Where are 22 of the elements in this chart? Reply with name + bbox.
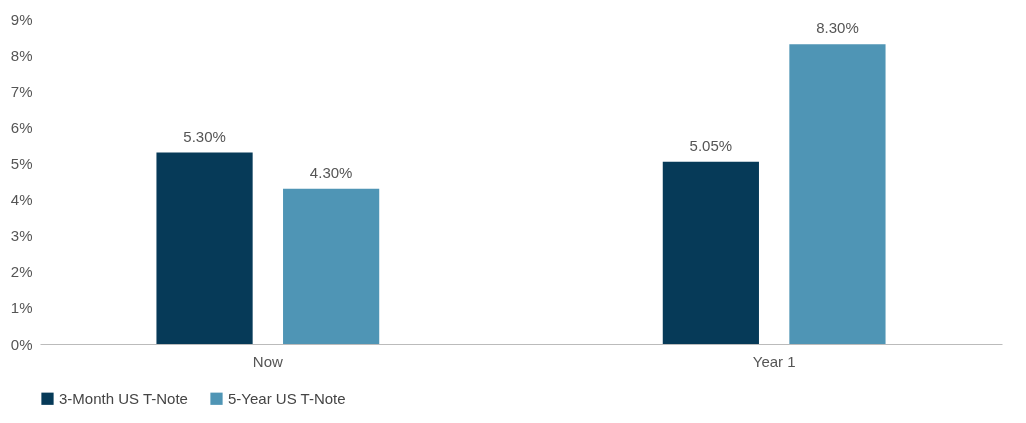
- bar: [662, 161, 759, 344]
- y-tick-label: 7%: [10, 82, 33, 100]
- legend-label: 5-Year US T-Note: [228, 389, 346, 407]
- data-label: 4.30%: [309, 163, 353, 181]
- y-tick-label: 9%: [10, 10, 33, 28]
- y-tick-label: 1%: [10, 299, 33, 317]
- y-tick-label: 3%: [10, 227, 33, 245]
- bar: [283, 188, 380, 344]
- data-label: 5.30%: [183, 127, 226, 145]
- bar: [789, 44, 886, 344]
- bar: [156, 152, 253, 344]
- y-tick-label: 6%: [10, 118, 33, 136]
- legend-label: 3-Month US T-Note: [59, 389, 188, 407]
- data-label: 5.05%: [689, 136, 733, 154]
- y-tick-label: 2%: [10, 263, 33, 281]
- y-tick-label: 5%: [10, 154, 33, 172]
- y-tick-label: 0%: [10, 335, 33, 353]
- x-tick-label: Now: [252, 352, 284, 370]
- y-tick-label: 4%: [10, 191, 33, 209]
- x-tick-label: Year 1: [752, 352, 796, 370]
- data-label: 8.30%: [816, 19, 859, 37]
- y-tick-label: 8%: [10, 46, 33, 64]
